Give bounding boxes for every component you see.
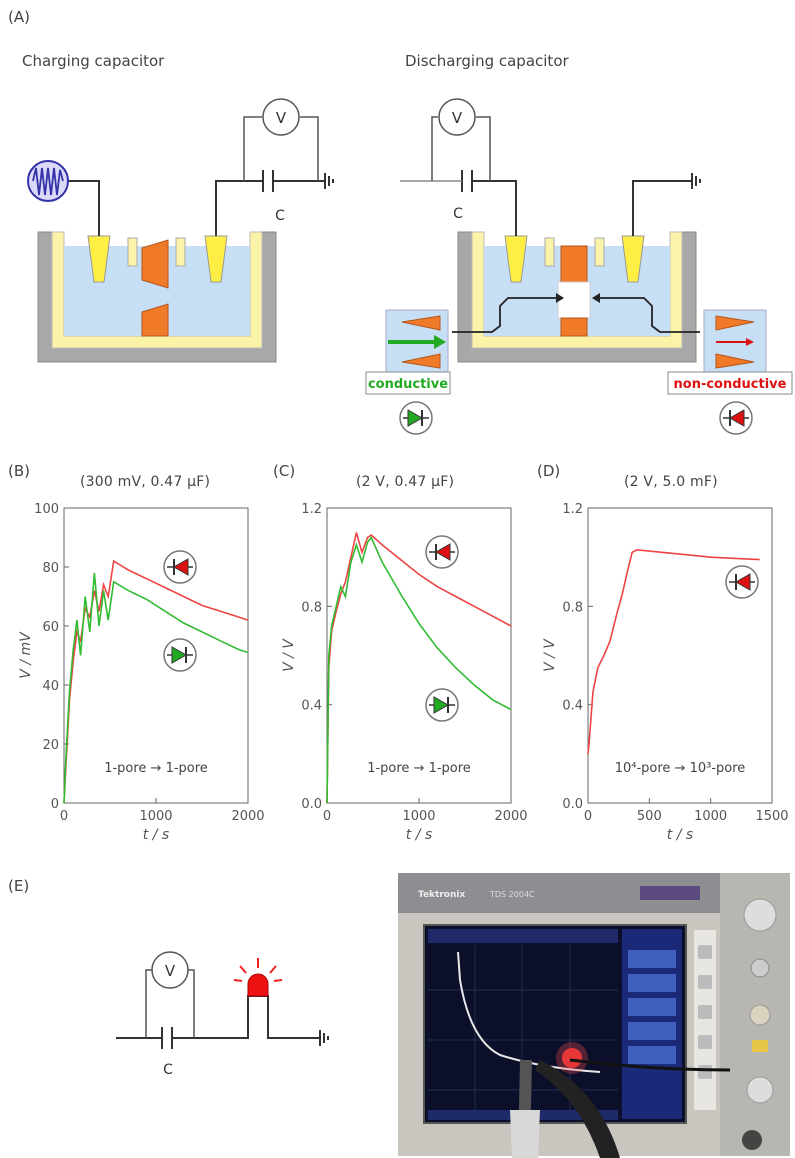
x-tick-label: 500 — [637, 809, 662, 824]
y-tick-label: 100 — [34, 502, 59, 517]
x-tick-label: 2000 — [494, 809, 527, 824]
conductive-label-box — [365, 371, 451, 395]
chart-C-annotation: 1-pore → 1-pore — [367, 761, 471, 776]
diode-red-icon — [725, 565, 759, 599]
x-axis-label: t / s — [406, 827, 432, 843]
diode-nonconductive-icon — [719, 401, 753, 435]
x-axis-label: t / s — [143, 827, 169, 843]
y-tick-label: 20 — [42, 738, 59, 753]
chart-C-frame — [326, 507, 512, 804]
chart-d-title: (2 V, 5.0 mF) — [624, 474, 718, 490]
voltmeter-e — [151, 951, 189, 989]
y-tick-label: 0.4 — [562, 699, 583, 714]
chart-D-frame — [587, 507, 773, 804]
x-tick-label: 1000 — [402, 809, 435, 824]
y-tick-label: 0 — [51, 797, 59, 812]
chart-B-series-0 — [63, 559, 249, 804]
svg-text:C: C — [453, 206, 463, 222]
voltmeter-right — [438, 98, 476, 136]
nonconductive-label-box — [667, 371, 793, 395]
pore-bottom — [141, 303, 169, 337]
chart-B-series-1 — [63, 572, 249, 804]
y-tick-label: 80 — [42, 561, 59, 576]
panel-label-b: (B) — [8, 462, 30, 480]
y-tick-label: 40 — [42, 679, 59, 694]
x-tick-label: 1000 — [694, 809, 727, 824]
y-tick-label: 0.0 — [301, 797, 322, 812]
panel-label-c: (C) — [273, 462, 296, 480]
led-circuit: V C — [116, 951, 329, 1078]
svg-text:TDS 2004C: TDS 2004C — [489, 890, 535, 899]
oscilloscope-photo: Tektronix TDS 2004C — [398, 873, 790, 1158]
y-axis-label: V / V — [542, 638, 558, 672]
y-tick-label: 60 — [42, 620, 59, 635]
x-tick-label: 0 — [584, 809, 592, 824]
svg-text:conductive: conductive — [368, 377, 448, 392]
chart-D-series-0 — [587, 548, 760, 754]
charging-schematic: V C — [27, 98, 334, 363]
chart-c-title: (2 V, 0.47 µF) — [356, 474, 455, 490]
voltmeter-left — [262, 98, 300, 136]
signal-source-icon — [27, 160, 69, 202]
panel-label-d: (D) — [537, 462, 561, 480]
svg-text:C: C — [163, 1062, 173, 1078]
panel-label-a: (A) — [8, 8, 30, 26]
svg-text:V: V — [452, 109, 463, 127]
svg-text:V: V — [276, 109, 287, 127]
y-axis-label: V / V — [281, 638, 297, 672]
chart-B-annotation: 1-pore → 1-pore — [104, 761, 208, 776]
y-tick-label: 0.0 — [562, 797, 583, 812]
electrode-left — [87, 235, 111, 283]
chart-C-series-1 — [326, 535, 512, 804]
electrode-right — [204, 235, 228, 283]
svg-text:C: C — [275, 208, 285, 224]
x-tick-label: 1000 — [139, 809, 172, 824]
chart-b-title: (300 mV, 0.47 µF) — [80, 474, 211, 490]
svg-text:non-conductive: non-conductive — [674, 377, 787, 392]
pore-top — [141, 239, 169, 289]
x-tick-label: 1500 — [755, 809, 788, 824]
led-icon — [247, 973, 269, 997]
y-tick-label: 0.8 — [301, 600, 322, 615]
y-tick-label: 0.4 — [301, 699, 322, 714]
y-tick-label: 1.2 — [562, 502, 583, 517]
x-tick-label: 0 — [60, 809, 68, 824]
charging-title: Charging capacitor — [22, 52, 165, 70]
diode-green-icon — [163, 638, 197, 672]
chart-D-annotation: 10⁴-pore → 10³-pore — [615, 761, 746, 776]
svg-text:V: V — [165, 962, 176, 980]
chart-B-frame — [63, 507, 249, 804]
y-axis-label: V / mV — [18, 631, 34, 679]
diode-red-icon — [425, 535, 459, 569]
y-tick-label: 0.8 — [562, 600, 583, 615]
diode-conductive-icon — [399, 401, 433, 435]
chart-C-series-0 — [326, 532, 512, 804]
diode-red-icon — [163, 550, 197, 584]
x-tick-label: 0 — [323, 809, 331, 824]
discharging-title: Discharging capacitor — [405, 52, 569, 70]
y-tick-label: 1.2 — [301, 502, 322, 517]
discharging-schematic: V C conductive non-conductive — [365, 98, 793, 435]
x-tick-label: 2000 — [231, 809, 264, 824]
panel-label-e: (E) — [8, 877, 30, 895]
x-axis-label: t / s — [667, 827, 693, 843]
diode-green-icon — [425, 688, 459, 722]
svg-text:Tektronix: Tektronix — [418, 890, 465, 900]
